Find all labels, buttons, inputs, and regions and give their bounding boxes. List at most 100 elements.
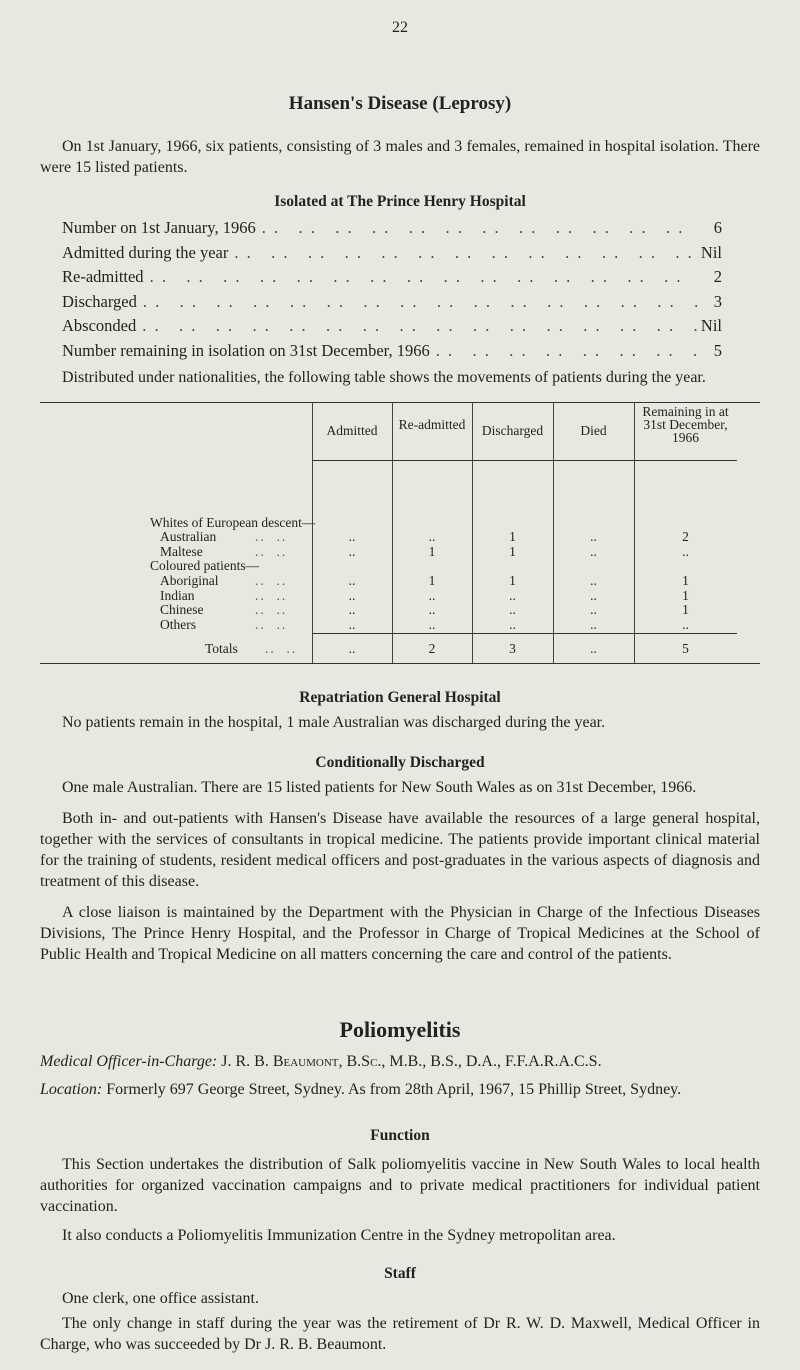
column-header: Re-admitted (398, 417, 466, 432)
table-cell: .. (348, 587, 356, 603)
table-cell: .. (509, 616, 516, 632)
leader-dots: . . . . . . . . . . . . . . . . . . . . … (142, 316, 701, 335)
row-label: Chinese (160, 602, 204, 617)
leader-dots: . . . . . . . . . . . . . . . . . . . . … (261, 218, 702, 237)
column-divider (472, 402, 473, 663)
function-text-2: It also conducts a Poliomyelitis Immuniz… (62, 1227, 616, 1244)
function-text: This Section undertakes the distribution… (40, 1156, 760, 1215)
column-header: Admitted (326, 423, 378, 438)
table-rule (312, 633, 737, 634)
table-rule (40, 663, 760, 664)
polio-title: Poliomyelitis (339, 1017, 461, 1042)
column-divider (392, 402, 393, 663)
location-value: Formerly 697 George Street, Sydney. As f… (106, 1081, 682, 1098)
table-cell: 1 (428, 543, 436, 559)
table-cell: .. (590, 573, 597, 588)
group-row: Whites of European descent— (40, 516, 760, 530)
isolated-item: Number on 1st January, 1966 . . . . . . .… (62, 216, 722, 241)
isolated-item-value: Nil (700, 316, 722, 335)
table-cell: .. (590, 529, 597, 544)
table-cell: .. (348, 602, 356, 617)
table-cell: 2 (682, 529, 689, 544)
column-divider (634, 402, 635, 663)
table-cell: .. (590, 543, 597, 559)
row-label: Coloured patients— (150, 558, 260, 573)
staff-heading: Staff (384, 1265, 416, 1282)
table-row: Australian .. ...... 1.. 2 (40, 530, 760, 544)
table-cell: .. (682, 543, 689, 559)
isolated-item: Discharged. . . . . . . . . . . . . . . … (62, 290, 722, 315)
table-cell: .. (348, 641, 356, 656)
table-cell: .. (428, 529, 436, 544)
table-cell: .. (509, 602, 516, 617)
leader-dots: .. .. (255, 573, 288, 588)
column-header: Remaining in at 31st December, 1966 (642, 404, 729, 445)
column-header: Died (580, 423, 607, 438)
location-label: Location: (40, 1081, 103, 1098)
distributed-paragraph: Distributed under nationalities, the fol… (62, 369, 706, 386)
table-row: Maltese .. .... 1 1.... (40, 543, 760, 559)
repatriation-text: No patients remain in the hospital, 1 ma… (62, 714, 606, 731)
leader-dots: .. .. (255, 602, 288, 617)
table-cell: .. (348, 529, 356, 544)
totals-row: Totals .. .... 2 3.. 5 (40, 642, 760, 656)
isolated-list: Number on 1st January, 1966 . . . . . . .… (62, 216, 722, 363)
table-cell: .. (428, 602, 436, 617)
table-cell: .. (590, 587, 597, 603)
officer-line: Medical Officer-in-Charge: J. R. B. Beau… (40, 1051, 760, 1072)
leader-dots: .. .. (265, 641, 298, 656)
table-cell: .. (509, 587, 516, 603)
row-label: Maltese (160, 543, 203, 559)
isolated-item: Re-admitted . . . . . . . . . . . . . . .… (62, 265, 722, 290)
table-row: Aboriginal .. .... 1 1.. 1 (40, 574, 760, 588)
isolated-item-label: Absconded (62, 316, 137, 335)
table-cell: 3 (509, 641, 516, 656)
leader-dots: .. .. (255, 587, 288, 603)
table-cell: 1 (509, 543, 516, 559)
isolated-item-label: Number on 1st January, 1966 (62, 218, 256, 237)
row-label: Whites of European descent— (150, 515, 316, 530)
table-cell: .. (348, 616, 356, 632)
table-cell: .. (428, 616, 436, 632)
leader-dots: . . . . . . . . . . . . . . . . . . . . … (234, 242, 701, 262)
table-row: Chinese .. .......... 1 (40, 603, 760, 617)
leader-dots: .. .. (255, 616, 288, 632)
table-cell: .. (682, 616, 689, 632)
officer-value: J. R. B. Beaumont, B.Sc., M.B., B.S., D.… (221, 1053, 602, 1070)
conditional-heading: Conditionally Discharged (315, 754, 485, 771)
table-cell: .. (590, 641, 597, 656)
leader-dots: .. .. (255, 543, 288, 559)
leader-dots: .. .. (255, 529, 288, 544)
isolated-item-value: 3 (713, 291, 722, 311)
table-rule (40, 402, 760, 403)
conditional-text: One male Australian. There are 15 listed… (62, 779, 697, 796)
nationality-table: Admitted Re-admitted Discharged Died Remaini… (40, 402, 760, 664)
table-cell: 1 (509, 573, 516, 588)
staff-text-2: The only change in staff during the year… (40, 1315, 760, 1353)
table-cell: 1 (428, 573, 436, 588)
table-cell: .. (348, 543, 356, 559)
repatriation-heading: Repatriation General Hospital (299, 689, 501, 706)
table-rule (312, 460, 737, 461)
table-cell: .. (590, 602, 597, 617)
function-heading: Function (370, 1127, 430, 1144)
location-line: Location: Formerly 697 George Street, Sy… (40, 1079, 760, 1100)
table-cell: .. (590, 616, 597, 632)
table-row: Others .. ............ (40, 616, 760, 632)
isolated-item-value: 2 (713, 267, 722, 286)
row-label: Aboriginal (160, 573, 219, 588)
column-divider (312, 402, 313, 663)
isolated-item-label: Discharged (62, 291, 137, 311)
row-label: Indian (160, 587, 195, 603)
table-cell: 1 (509, 529, 516, 544)
table-cell: 1 (682, 602, 689, 617)
group-row: Coloured patients— (40, 559, 760, 573)
page-number: 22 (392, 19, 408, 36)
table-cell: .. (428, 587, 436, 603)
intro-paragraph: On 1st January, 1966, six patients, cons… (40, 138, 760, 176)
liaison-paragraph: A close liaison is maintained by the Dep… (40, 904, 760, 963)
staff-text: One clerk, one office assistant. (62, 1290, 259, 1307)
row-label: Others (160, 616, 196, 632)
isolated-item-value: 6 (713, 218, 722, 237)
